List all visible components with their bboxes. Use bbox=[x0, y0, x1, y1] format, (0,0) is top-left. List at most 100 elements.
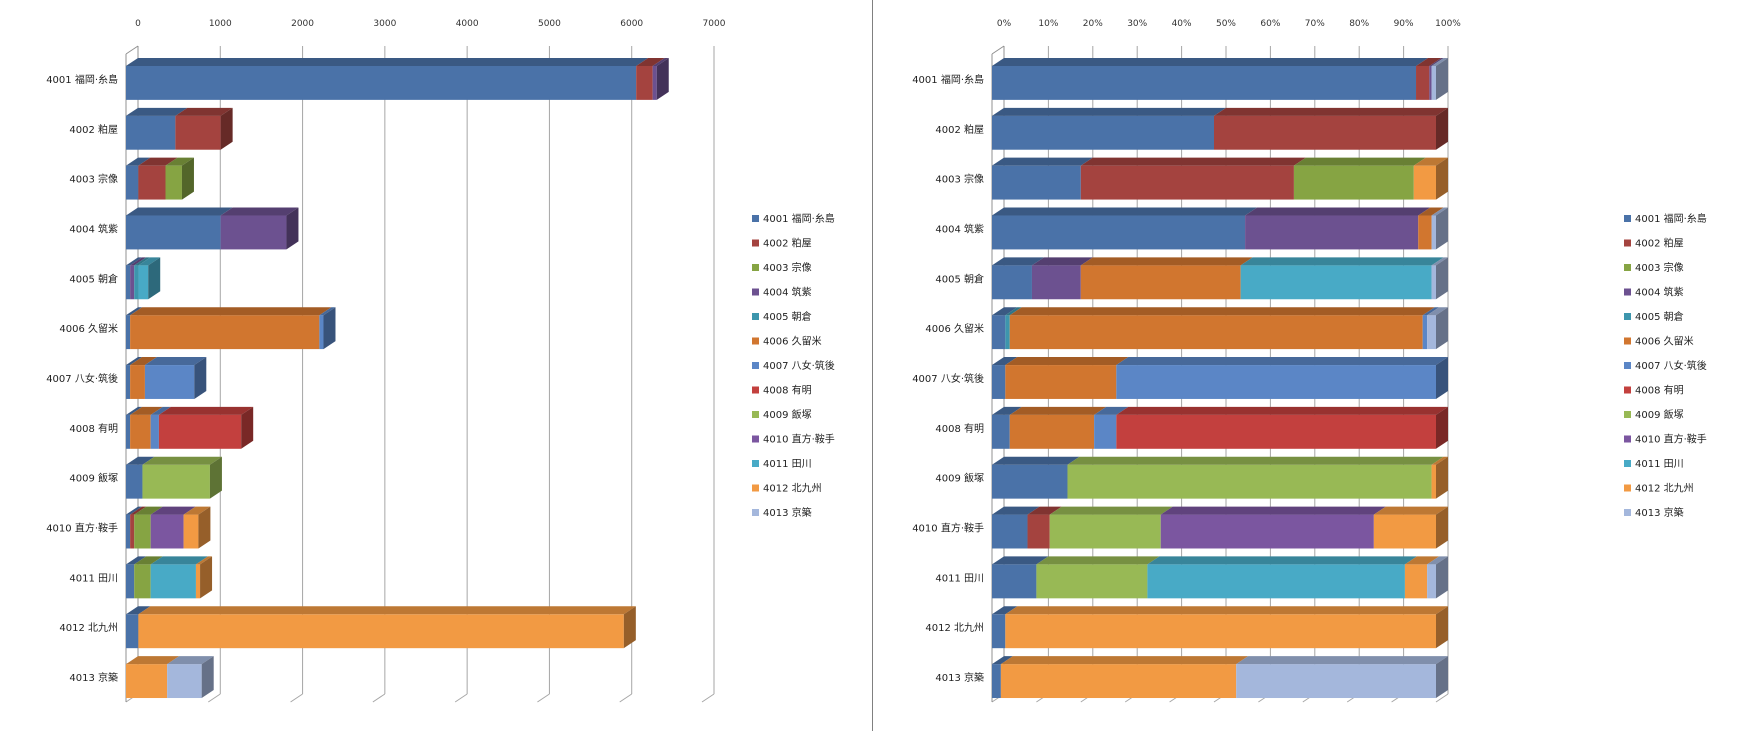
bar-segment-top bbox=[992, 406, 1022, 415]
bar-segment-top bbox=[175, 107, 233, 116]
category-label: 4010 直方·鞍手 bbox=[912, 522, 984, 535]
bar-segment bbox=[1236, 664, 1436, 699]
bar-segment bbox=[1009, 414, 1095, 449]
bar-segment bbox=[1431, 65, 1436, 100]
bar-segment bbox=[126, 265, 131, 300]
legend-swatch bbox=[752, 215, 759, 222]
x-tick-label: 2000 bbox=[291, 19, 314, 29]
legend-swatch bbox=[1624, 435, 1631, 443]
bar-segment-top bbox=[1009, 307, 1435, 316]
legend-label: 4013 京築 bbox=[763, 506, 812, 519]
category-label: 4011 田川 bbox=[69, 573, 118, 584]
bar-segment bbox=[1116, 365, 1436, 399]
bar-end-face bbox=[209, 456, 222, 499]
bar-segment-top bbox=[1005, 606, 1448, 615]
bar-segment bbox=[142, 464, 210, 499]
legend-label: 4005 朝倉 bbox=[1635, 310, 1684, 323]
bar-segment-top bbox=[126, 207, 233, 216]
legend-label: 4012 北九州 bbox=[763, 483, 822, 495]
bar-segment bbox=[1373, 514, 1436, 549]
bar-end-face bbox=[1436, 207, 1448, 250]
legend-swatch bbox=[1624, 337, 1631, 345]
bar-segment bbox=[1422, 315, 1428, 350]
bar-segment-top bbox=[1027, 506, 1062, 515]
bar-segment-top bbox=[138, 606, 636, 615]
bar-segment-top bbox=[992, 556, 1049, 565]
bar-segment bbox=[1000, 664, 1237, 699]
bar-segment-top bbox=[126, 506, 143, 515]
bar-segment bbox=[992, 315, 1006, 350]
bar-segment-top bbox=[992, 456, 1080, 465]
legend-swatch bbox=[752, 337, 759, 345]
bar-segment bbox=[126, 414, 131, 449]
bar-segment-top bbox=[142, 456, 222, 465]
x-tick-label: 50% bbox=[1216, 19, 1236, 29]
bar-segment bbox=[126, 315, 131, 350]
bar-end-face bbox=[1436, 656, 1448, 699]
legend-swatch bbox=[1624, 313, 1631, 320]
bar-end-face bbox=[1436, 406, 1448, 449]
bar-segment-top bbox=[319, 307, 336, 316]
top-depth-edge bbox=[991, 45, 1005, 55]
bar-segment-top bbox=[1080, 157, 1306, 166]
legend-label: 4011 田川 bbox=[763, 459, 812, 470]
bar-segment bbox=[126, 514, 131, 549]
bar-segment bbox=[992, 265, 1032, 300]
legend-swatch bbox=[752, 313, 759, 320]
x-tick-label: 0 bbox=[135, 19, 141, 29]
bar-segment bbox=[130, 414, 151, 449]
category-label: 4005 朝倉 bbox=[935, 272, 984, 285]
bar-segment bbox=[126, 614, 139, 649]
category-label: 4009 飯塚 bbox=[69, 472, 118, 485]
bar-end-face bbox=[1436, 556, 1448, 599]
legend-swatch bbox=[752, 288, 759, 296]
bar-segment bbox=[220, 215, 287, 250]
legend-swatch bbox=[1624, 484, 1631, 492]
bar-end-face bbox=[1436, 257, 1448, 300]
bar-segment bbox=[992, 365, 1006, 399]
bar-segment-top bbox=[992, 257, 1044, 266]
bar-segment-top bbox=[167, 656, 214, 665]
bar-segment bbox=[126, 115, 176, 150]
legend-label: 4002 粕屋 bbox=[763, 237, 812, 250]
bar-segment-top bbox=[183, 506, 211, 515]
bar-end-face bbox=[181, 157, 194, 200]
legend-swatch bbox=[752, 484, 759, 492]
bar-segment-top bbox=[1009, 406, 1107, 415]
bar-segment-top bbox=[1431, 57, 1448, 66]
bar-segment-top bbox=[134, 506, 163, 515]
bar-segment bbox=[992, 215, 1246, 250]
bar-segment bbox=[158, 414, 242, 449]
bar-segment-top bbox=[1147, 556, 1417, 565]
gridlines bbox=[125, 46, 715, 703]
bar-end-face bbox=[201, 656, 214, 699]
category-label: 4003 宗像 bbox=[69, 173, 118, 186]
bar-segment bbox=[1027, 514, 1050, 549]
floor-gridline bbox=[619, 693, 632, 703]
bar-segment bbox=[992, 165, 1081, 200]
x-tick-label: 10% bbox=[1038, 19, 1058, 29]
bar-segment-top bbox=[1427, 556, 1448, 565]
bar-segment bbox=[992, 564, 1037, 599]
bar-segment-top bbox=[138, 257, 161, 266]
x-tick-label: 4000 bbox=[456, 19, 479, 29]
bar-segment-top bbox=[636, 57, 665, 66]
top-depth-edge bbox=[125, 45, 139, 55]
legend-swatch bbox=[1624, 386, 1631, 394]
bar-segment-top bbox=[1416, 57, 1442, 66]
bar-segment bbox=[1009, 315, 1423, 350]
bar-end-face bbox=[656, 57, 669, 100]
x-tick-label: 6000 bbox=[620, 19, 643, 29]
bar-segment bbox=[165, 165, 182, 200]
bar-segment bbox=[1431, 464, 1436, 499]
bar-segment bbox=[1031, 265, 1081, 300]
category-label: 4002 粕屋 bbox=[69, 123, 118, 136]
bar-segment-top bbox=[134, 556, 163, 565]
x-tick-label: 30% bbox=[1127, 19, 1147, 29]
bar-segment-top bbox=[1431, 257, 1448, 266]
bar-segment-top bbox=[1031, 257, 1093, 266]
left-chart-panel: 0 1000 2000 3000 4000 5000 6000 7000 4001 福岡·糸島 4… bbox=[0, 0, 872, 731]
bar-segment-top bbox=[652, 57, 669, 66]
legend-label: 4008 有明 bbox=[1635, 384, 1684, 397]
